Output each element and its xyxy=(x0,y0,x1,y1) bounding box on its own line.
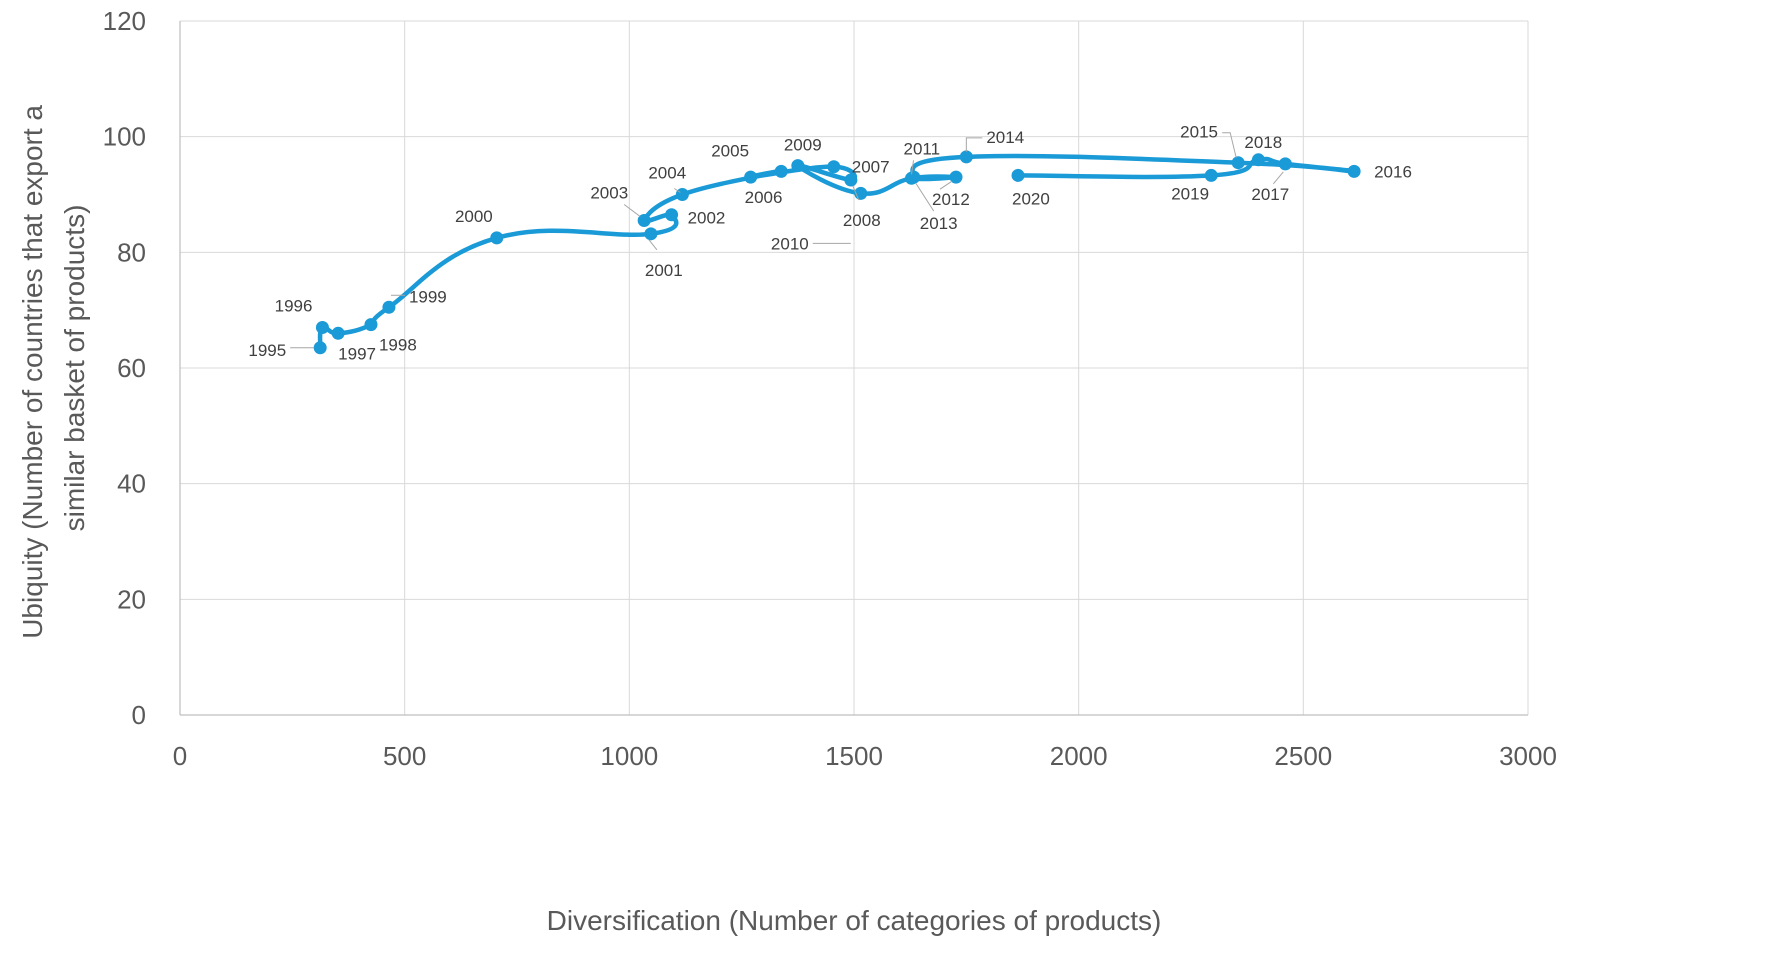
point-label-2009: 2009 xyxy=(784,136,822,155)
y-tick-label: 80 xyxy=(117,237,146,267)
data-point-2004 xyxy=(675,188,689,201)
x-tick-label: 2500 xyxy=(1274,741,1332,771)
data-point-2016 xyxy=(1347,164,1361,178)
data-point-2018 xyxy=(1251,153,1265,167)
point-label-2002: 2002 xyxy=(688,209,726,228)
data-point-1997 xyxy=(331,326,345,340)
point-label-1999: 1999 xyxy=(409,287,447,306)
y-tick-label: 0 xyxy=(132,700,146,730)
point-label-2006: 2006 xyxy=(745,188,783,207)
leader-line xyxy=(965,137,983,152)
data-point-2005 xyxy=(774,164,788,178)
point-label-2004: 2004 xyxy=(648,164,686,183)
point-label-2019: 2019 xyxy=(1171,184,1209,203)
point-label-2011: 2011 xyxy=(904,139,941,158)
data-point-2002 xyxy=(665,208,679,222)
data-point-2001 xyxy=(644,227,658,241)
data-point-2017 xyxy=(1278,157,1292,171)
point-label-2012: 2012 xyxy=(932,190,970,209)
data-point-2015 xyxy=(1231,156,1245,170)
y-axis-title-line-1: Ubiquity (Number of countries that expor… xyxy=(17,105,48,639)
leader-line xyxy=(674,188,681,193)
leader-line xyxy=(648,239,658,251)
data-point-2014 xyxy=(959,150,973,164)
point-label-2007: 2007 xyxy=(852,158,890,177)
point-label-2017: 2017 xyxy=(1251,185,1289,204)
data-point-2006 xyxy=(744,170,758,184)
y-tick-label: 20 xyxy=(117,584,146,614)
point-label-1995: 1995 xyxy=(248,341,286,360)
point-label-2015: 2015 xyxy=(1180,123,1218,142)
x-tick-label: 0 xyxy=(173,741,187,771)
point-label-1996: 1996 xyxy=(275,297,313,316)
point-label-1997: 1997 xyxy=(338,344,376,363)
leader-line xyxy=(939,180,953,190)
data-point-2020 xyxy=(1011,168,1025,182)
point-label-1998: 1998 xyxy=(379,336,417,355)
point-label-2003: 2003 xyxy=(590,184,628,203)
x-tick-label: 3000 xyxy=(1499,741,1557,771)
y-axis-title-line-2: similar basket of products) xyxy=(59,205,90,532)
data-point-1999 xyxy=(382,300,396,314)
y-tick-label: 60 xyxy=(117,353,146,383)
point-label-2020: 2020 xyxy=(1012,189,1050,208)
series xyxy=(313,150,1361,355)
tick-labels: 0 20 40 60 80 100 120 0 500 1000 1500 2000 2500 3000 xyxy=(103,6,1557,771)
point-label-2001: 2001 xyxy=(645,261,683,280)
data-point-2007 xyxy=(827,160,841,174)
x-axis-title: Diversification (Number of categories of… xyxy=(547,905,1162,936)
data-point-1995 xyxy=(313,341,327,355)
x-tick-label: 1000 xyxy=(600,741,658,771)
leader-line xyxy=(1272,171,1284,185)
data-point-1996 xyxy=(315,321,329,335)
data-point-2008 xyxy=(844,173,858,187)
point-label-2016: 2016 xyxy=(1374,162,1412,181)
y-axis-title: Ubiquity (Number of countries that expor… xyxy=(17,97,90,639)
point-label-2014: 2014 xyxy=(986,128,1024,147)
x-tick-label: 2000 xyxy=(1050,741,1108,771)
leader-line xyxy=(852,185,860,201)
data-point-2012 xyxy=(949,170,963,184)
y-tick-label: 40 xyxy=(117,469,146,499)
x-tick-label: 500 xyxy=(383,741,426,771)
y-tick-label: 100 xyxy=(103,122,146,152)
point-label-2005: 2005 xyxy=(711,141,749,160)
data-point-1998 xyxy=(364,318,378,332)
data-point-2009 xyxy=(791,159,805,173)
point-label-2013: 2013 xyxy=(920,214,958,233)
point-label-2008: 2008 xyxy=(843,211,881,230)
x-tick-label: 1500 xyxy=(825,741,883,771)
grid xyxy=(180,20,1529,715)
point-label-2000: 2000 xyxy=(455,207,493,226)
leader-line xyxy=(915,182,935,212)
point-labels: 1995 1996 1997 1998 1999 2000 2001 2002 2003 2004… xyxy=(248,123,1412,364)
data-point-2000 xyxy=(490,231,504,245)
data-point-2019 xyxy=(1204,168,1218,182)
axes xyxy=(179,21,1528,716)
point-label-2018: 2018 xyxy=(1244,133,1282,152)
data-point-2003 xyxy=(637,214,651,228)
leader-line xyxy=(623,204,641,217)
y-tick-label: 120 xyxy=(103,6,146,36)
data-point-2013 xyxy=(907,170,921,184)
leader-line xyxy=(1222,132,1237,158)
point-label-2010: 2010 xyxy=(771,234,809,253)
leader-line xyxy=(911,160,915,175)
